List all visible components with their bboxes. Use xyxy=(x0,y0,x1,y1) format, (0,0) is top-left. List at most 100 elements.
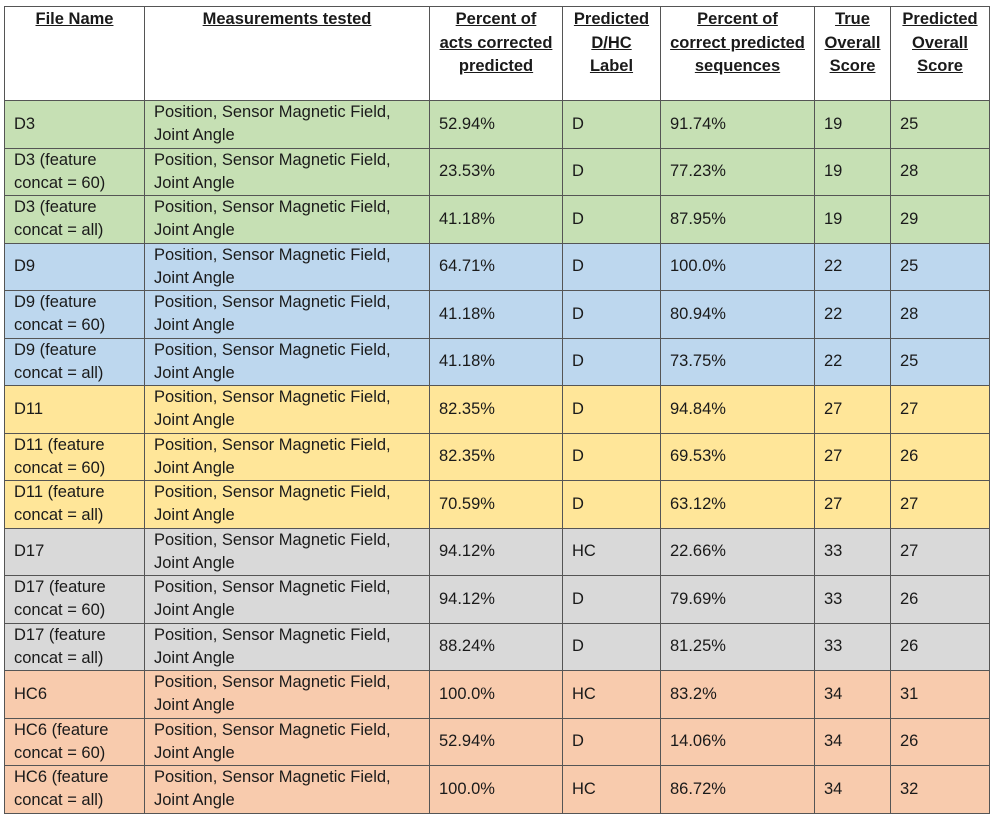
table-row: D3 Position, Sensor Magnetic Field, Joint… xyxy=(4,100,990,149)
cell-true-score: 34 xyxy=(814,717,891,766)
cell-true-score: 27 xyxy=(814,480,891,529)
cell-percent-sequences: 80.94% xyxy=(660,290,815,339)
table-row: D3 (feature concat = all) Position, Senso… xyxy=(4,195,990,244)
cell-percent-acts: 23.53% xyxy=(429,147,563,196)
cell-predicted-score: 27 xyxy=(890,527,990,576)
cell-percent-acts: 64.71% xyxy=(429,242,563,291)
cell-true-score: 34 xyxy=(814,765,891,814)
cell-true-score: 27 xyxy=(814,432,891,481)
cell-measurements: Position, Sensor Magnetic Field, Joint A… xyxy=(144,765,430,814)
cell-predicted-label: D xyxy=(562,717,661,766)
cell-percent-sequences: 87.95% xyxy=(660,195,815,244)
cell-predicted-label: D xyxy=(562,480,661,529)
cell-predicted-score: 32 xyxy=(890,765,990,814)
cell-percent-acts: 88.24% xyxy=(429,622,563,671)
table-body: D3 Position, Sensor Magnetic Field, Joint… xyxy=(4,100,990,814)
cell-predicted-score: 27 xyxy=(890,480,990,529)
cell-file-name: HC6 xyxy=(4,670,145,719)
header-predicted-label: Predicted D/HC Label xyxy=(562,6,661,101)
cell-measurements: Position, Sensor Magnetic Field, Joint A… xyxy=(144,432,430,481)
cell-predicted-label: HC xyxy=(562,670,661,719)
cell-measurements: Position, Sensor Magnetic Field, Joint A… xyxy=(144,337,430,386)
cell-predicted-score: 26 xyxy=(890,575,990,624)
cell-percent-acts: 41.18% xyxy=(429,290,563,339)
cell-percent-sequences: 94.84% xyxy=(660,385,815,434)
cell-predicted-score: 26 xyxy=(890,622,990,671)
cell-measurements: Position, Sensor Magnetic Field, Joint A… xyxy=(144,242,430,291)
cell-true-score: 19 xyxy=(814,100,891,149)
cell-measurements: Position, Sensor Magnetic Field, Joint A… xyxy=(144,290,430,339)
cell-true-score: 22 xyxy=(814,290,891,339)
cell-percent-sequences: 100.0% xyxy=(660,242,815,291)
table-row: D17 (feature concat = 60) Position, Senso… xyxy=(4,575,990,624)
cell-percent-sequences: 91.74% xyxy=(660,100,815,149)
table-row: HC6 (feature concat = all) Position, Sens… xyxy=(4,765,990,814)
cell-true-score: 19 xyxy=(814,147,891,196)
cell-true-score: 22 xyxy=(814,242,891,291)
cell-file-name: D11 (feature concat = all) xyxy=(4,480,145,529)
cell-percent-acts: 82.35% xyxy=(429,432,563,481)
cell-predicted-label: D xyxy=(562,100,661,149)
cell-percent-sequences: 79.69% xyxy=(660,575,815,624)
table-row: D17 Position, Sensor Magnetic Field, Join… xyxy=(4,527,990,576)
cell-file-name: D17 (feature concat = all) xyxy=(4,622,145,671)
cell-measurements: Position, Sensor Magnetic Field, Joint A… xyxy=(144,480,430,529)
table-row: D17 (feature concat = all) Position, Sens… xyxy=(4,622,990,671)
cell-percent-acts: 82.35% xyxy=(429,385,563,434)
cell-measurements: Position, Sensor Magnetic Field, Joint A… xyxy=(144,575,430,624)
cell-predicted-score: 28 xyxy=(890,147,990,196)
table-row: D11 Position, Sensor Magnetic Field, Join… xyxy=(4,385,990,434)
table-row: HC6 Position, Sensor Magnetic Field, Join… xyxy=(4,670,990,719)
cell-percent-sequences: 69.53% xyxy=(660,432,815,481)
cell-measurements: Position, Sensor Magnetic Field, Joint A… xyxy=(144,670,430,719)
cell-percent-sequences: 73.75% xyxy=(660,337,815,386)
cell-predicted-score: 31 xyxy=(890,670,990,719)
cell-file-name: D17 xyxy=(4,527,145,576)
cell-percent-acts: 41.18% xyxy=(429,337,563,386)
table-row: D11 (feature concat = 60) Position, Senso… xyxy=(4,432,990,481)
header-measurements-tested: Measurements tested xyxy=(144,6,430,101)
cell-predicted-label: D xyxy=(562,195,661,244)
cell-percent-acts: 52.94% xyxy=(429,717,563,766)
results-table: File Name Measurements tested Percent of… xyxy=(4,6,990,814)
cell-percent-sequences: 14.06% xyxy=(660,717,815,766)
table-row: D11 (feature concat = all) Position, Sens… xyxy=(4,480,990,529)
cell-predicted-score: 25 xyxy=(890,242,990,291)
cell-true-score: 33 xyxy=(814,575,891,624)
cell-predicted-score: 25 xyxy=(890,100,990,149)
cell-file-name: D3 (feature concat = all) xyxy=(4,195,145,244)
cell-percent-acts: 41.18% xyxy=(429,195,563,244)
cell-true-score: 19 xyxy=(814,195,891,244)
header-file-name: File Name xyxy=(4,6,145,101)
cell-percent-acts: 100.0% xyxy=(429,765,563,814)
cell-file-name: D9 (feature concat = all) xyxy=(4,337,145,386)
cell-percent-acts: 94.12% xyxy=(429,575,563,624)
cell-measurements: Position, Sensor Magnetic Field, Joint A… xyxy=(144,147,430,196)
cell-true-score: 34 xyxy=(814,670,891,719)
cell-measurements: Position, Sensor Magnetic Field, Joint A… xyxy=(144,527,430,576)
cell-predicted-label: HC xyxy=(562,765,661,814)
cell-true-score: 22 xyxy=(814,337,891,386)
cell-predicted-score: 27 xyxy=(890,385,990,434)
header-true-score: True Overall Score xyxy=(814,6,891,101)
cell-percent-sequences: 63.12% xyxy=(660,480,815,529)
cell-predicted-label: HC xyxy=(562,527,661,576)
cell-predicted-score: 29 xyxy=(890,195,990,244)
cell-predicted-label: D xyxy=(562,622,661,671)
cell-predicted-label: D xyxy=(562,290,661,339)
cell-file-name: D3 xyxy=(4,100,145,149)
cell-percent-sequences: 81.25% xyxy=(660,622,815,671)
cell-measurements: Position, Sensor Magnetic Field, Joint A… xyxy=(144,385,430,434)
cell-file-name: D9 (feature concat = 60) xyxy=(4,290,145,339)
cell-predicted-label: D xyxy=(562,432,661,481)
header-percent-sequences: Percent of correct predicted sequences xyxy=(660,6,815,101)
cell-true-score: 33 xyxy=(814,527,891,576)
cell-file-name: D3 (feature concat = 60) xyxy=(4,147,145,196)
cell-file-name: D11 xyxy=(4,385,145,434)
cell-predicted-score: 26 xyxy=(890,717,990,766)
cell-predicted-label: D xyxy=(562,385,661,434)
header-row: File Name Measurements tested Percent of… xyxy=(4,6,990,101)
cell-predicted-label: D xyxy=(562,575,661,624)
cell-predicted-score: 25 xyxy=(890,337,990,386)
cell-predicted-label: D xyxy=(562,337,661,386)
